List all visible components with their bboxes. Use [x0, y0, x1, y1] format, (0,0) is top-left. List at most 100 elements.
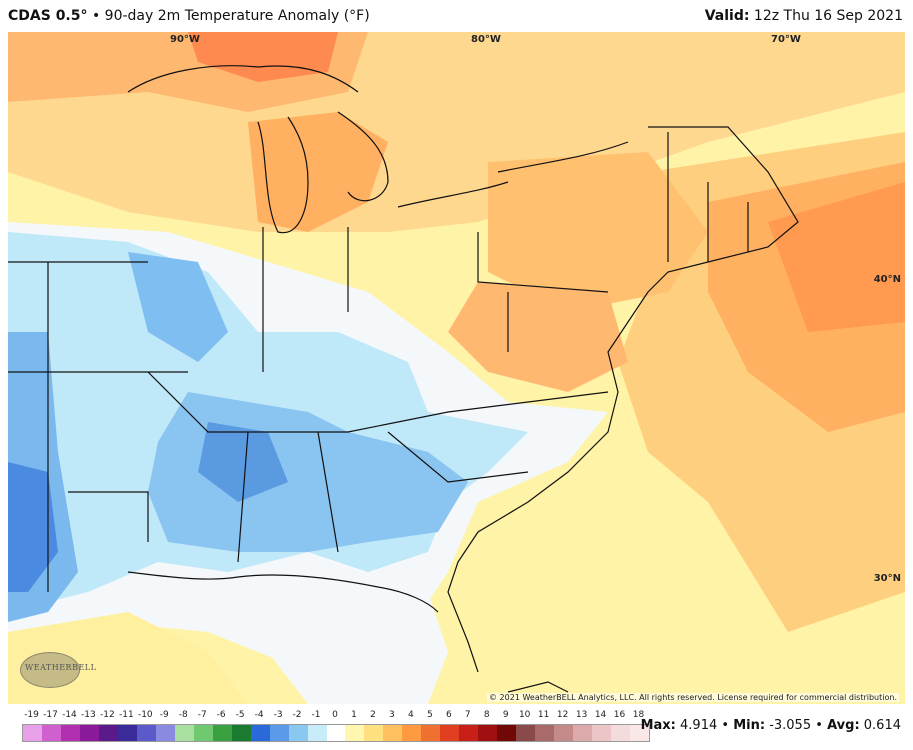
legend-color-swatch	[41, 725, 61, 741]
legend-tick-label: 6	[445, 710, 452, 720]
lat-label-30n: 30°N	[873, 573, 901, 584]
legend-color-swatch	[212, 725, 232, 741]
legend-tick-label: 9	[502, 710, 509, 720]
min-value: -3.055	[769, 718, 812, 733]
legend-tick-label: -1	[311, 710, 321, 720]
legend-tick-label: 18	[632, 710, 645, 720]
legend-tick-label: 5	[426, 710, 433, 720]
florida-atlantic-warm	[448, 492, 768, 704]
legend-color-swatch	[535, 725, 555, 741]
northeast-warm	[488, 152, 708, 312]
michigan-warm	[248, 112, 388, 232]
lake-superior-hot	[188, 32, 338, 82]
legend-color-swatch	[250, 725, 270, 741]
legend-tick-label: -2	[292, 710, 302, 720]
gulf-neutral	[178, 572, 448, 704]
legend-tick-label: -19	[24, 710, 39, 720]
legend-color-swatch	[345, 725, 365, 741]
max-value: 4.914	[680, 718, 718, 733]
boundary-lines	[8, 65, 799, 693]
legend-color-swatch	[573, 725, 593, 741]
legend-tick-label: 10	[518, 710, 531, 720]
lon-label-90w: 90°W	[170, 34, 200, 45]
legend-tick-label: -8	[178, 710, 188, 720]
legend-color-swatch	[98, 725, 118, 741]
legend-tick-label: -17	[43, 710, 58, 720]
legend-color-swatch	[23, 725, 42, 741]
lake-erie-shore	[397, 181, 509, 208]
legend-color-swatch	[611, 725, 630, 741]
lake-superior-shore	[127, 65, 359, 93]
legend-tick-label: 3	[389, 710, 395, 720]
lat-label-40n: 40°N	[873, 274, 901, 285]
lon-label-70w: 70°W	[771, 34, 801, 45]
legend-color-swatch	[231, 725, 251, 741]
legend-color-swatch	[269, 725, 289, 741]
illinois-cool-core	[128, 252, 228, 362]
map-title: CDAS 0.5° • 90-day 2m Temperature Anomal…	[8, 8, 370, 24]
legend-color-swatch	[79, 725, 99, 741]
lake-michigan-shore	[257, 116, 309, 234]
copyright-notice: © 2021 WeatherBELL Analytics, LLC. All r…	[487, 693, 899, 702]
field-description: 90-day 2m Temperature Anomaly (°F)	[104, 8, 370, 24]
legend-color-swatch	[592, 725, 612, 741]
legend-tick-label: 12	[556, 710, 569, 720]
new-england-offshore-hot	[768, 182, 905, 332]
mississippi-cool-core	[198, 422, 288, 502]
legend-color-swatch	[155, 725, 175, 741]
title-separator: •	[91, 8, 101, 24]
logo-text: WEATHERBELL	[25, 663, 97, 672]
legend-tick-label: -4	[254, 710, 264, 720]
texas-cool-core	[8, 462, 58, 592]
legend-tick-label: 4	[408, 710, 414, 720]
legend-tick-label: 0	[332, 710, 338, 720]
legend-color-swatch	[440, 725, 460, 741]
valid-label: Valid:	[704, 8, 750, 24]
legend-tick-label: 7	[464, 710, 471, 720]
legend-tick-label: 1	[351, 710, 357, 720]
legend-colorbar	[22, 724, 650, 742]
legend-tick-label: -3	[273, 710, 283, 720]
legend-tick-label: 16	[613, 710, 626, 720]
mid-atlantic-warm	[448, 282, 628, 392]
legend-color-swatch	[402, 725, 422, 741]
legend-tick-label: -13	[81, 710, 96, 720]
legend-tick-label: -9	[159, 710, 169, 720]
valid-time: Valid: 12z Thu 16 Sep 2021	[705, 8, 903, 24]
legend-color-swatch	[630, 725, 649, 741]
bahamas-outline	[507, 681, 569, 693]
legend-tick-label: 11	[537, 710, 550, 720]
legend-footer: -19 -17 -14 -13 -12 -11 -10 -9 -8 -7 -6 -5 -4 -3 -2 -1 0…	[0, 706, 913, 750]
legend-color-swatch	[60, 725, 80, 741]
legend-ticks: -19 -17 -14 -13 -12 -11 -10 -9 -8 -7 -6 -5 -4 -3 -2 -1 0…	[22, 710, 648, 724]
legend-color-swatch	[288, 725, 308, 741]
legend-color-swatch	[326, 725, 346, 741]
legend-tick-label: -6	[216, 710, 226, 720]
lake-ontario-shore	[497, 141, 629, 173]
stats-sep: •	[721, 718, 730, 733]
legend-color-swatch	[364, 725, 384, 741]
map-canvas	[8, 32, 905, 704]
legend-tick-label: -11	[118, 710, 134, 720]
state-borders	[8, 132, 749, 592]
degree-mark: °	[80, 8, 88, 24]
legend-color-swatch	[516, 725, 536, 741]
legend-tick-label: 13	[575, 710, 588, 720]
legend-tick-label: 14	[594, 710, 607, 720]
legend-tick-label: -10	[137, 710, 153, 720]
legend-tick-label: -5	[235, 710, 245, 720]
legend-color-swatch	[193, 725, 213, 741]
legend-color-swatch	[174, 725, 194, 741]
avg-value: 0.614	[863, 718, 901, 733]
legend-tick-label: -14	[62, 710, 77, 720]
legend-color-swatch	[307, 725, 327, 741]
legend-tick-label: 8	[483, 710, 490, 720]
legend-tick-label: -12	[100, 710, 115, 720]
valid-time-value: 12z Thu 16 Sep 2021	[753, 8, 903, 24]
avg-label: Avg:	[827, 718, 860, 733]
lon-label-80w: 80°W	[471, 34, 501, 45]
field-stats: Max: 4.914 • Min: -3.055 • Avg: 0.614	[641, 718, 901, 733]
legend-color-swatch	[136, 725, 156, 741]
weatherbell-logo: WEATHERBELL	[20, 652, 96, 688]
max-label: Max:	[640, 718, 676, 733]
